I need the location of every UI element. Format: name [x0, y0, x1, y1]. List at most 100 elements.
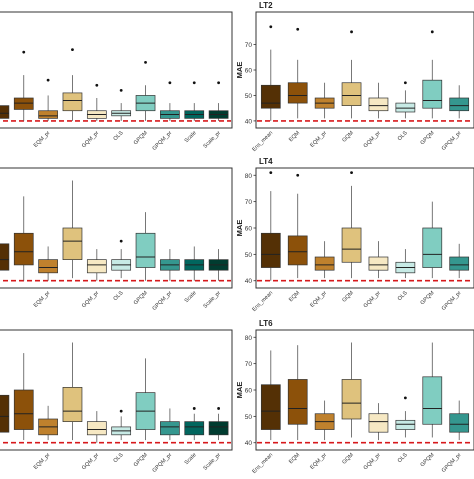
box-ens-mean: [0, 243, 10, 271]
box-scale-pr: [208, 407, 229, 441]
outlier-point: [168, 81, 172, 85]
y-tick-label: 70: [245, 199, 253, 206]
x-tick-label: Scale: [184, 130, 198, 144]
x-tick-label: EQM_pr: [309, 130, 328, 149]
y-axis-label: MAE: [235, 220, 244, 237]
box-body: [368, 97, 389, 112]
outlier-point: [192, 81, 196, 85]
box-body: [184, 421, 205, 436]
box-gqm-pr: [368, 82, 389, 119]
box-gpqm: [135, 358, 156, 441]
x-tick-label: EQM: [288, 130, 301, 143]
box-body: [341, 379, 362, 420]
y-tick-label: 40: [245, 278, 253, 285]
x-tick-label: Ens_mean: [251, 130, 274, 153]
x-tick-label: GPQM_pr: [441, 130, 463, 152]
box-eqm: [287, 173, 308, 279]
box-body: [13, 389, 34, 430]
x-tick-label: EQM_pr: [33, 290, 52, 309]
y-tick-label: 60: [245, 226, 253, 233]
box-ols: [111, 239, 132, 279]
x-tick-label: GPQM: [133, 290, 149, 306]
box-body: [287, 379, 308, 425]
box-scale: [184, 246, 205, 281]
x-tick-label: EQM_pr: [309, 452, 328, 471]
box-body: [0, 105, 10, 119]
y-tick-label: 80: [245, 335, 253, 342]
box-gpqm-pr: [160, 408, 180, 441]
y-tick-label: 50: [245, 252, 253, 259]
box-eqm: [13, 50, 34, 121]
x-tick-label: GQM_pr: [363, 290, 382, 309]
box-scale: [184, 81, 205, 121]
box-gpqm-pr: [160, 81, 180, 121]
x-tick-label: GQM_pr: [363, 130, 382, 149]
outlier-point: [144, 60, 147, 64]
box-body: [341, 227, 362, 263]
box-body: [449, 413, 470, 433]
x-tick-label: Scale_pr: [202, 130, 222, 150]
box-body: [0, 394, 10, 433]
y-tick-label: 50: [245, 93, 253, 100]
y-tick-label: 40: [245, 118, 253, 125]
box-eqm-pr: [38, 78, 58, 121]
y-tick-label: 80: [245, 173, 253, 180]
y-tick-label: 50: [245, 414, 253, 421]
x-tick-label: GPQM_pr: [441, 290, 463, 312]
box-gpqm-pr: [449, 243, 470, 279]
box-eqm-pr: [38, 246, 58, 281]
box-gpqm-pr: [449, 400, 470, 441]
x-tick-label: GPQM_pr: [152, 130, 174, 152]
x-tick-label: EQM: [288, 290, 301, 303]
outlier-point: [217, 81, 221, 85]
box-scale-pr: [208, 81, 229, 121]
box-body: [395, 102, 416, 113]
box-gqm: [341, 171, 362, 279]
outlier-point: [350, 171, 353, 175]
box-eqm-pr: [314, 82, 335, 119]
x-tick-label: GQM_pr: [81, 452, 100, 471]
box-eqm-pr: [314, 241, 335, 279]
outlier-point: [296, 173, 300, 177]
panel-6: LT6 MAE 40 50 60 70 80 Ens_mean EQM EQM_pr GQM GQM_…: [235, 319, 474, 475]
box-scale: [184, 407, 205, 441]
x-tick-label: GPQM: [420, 130, 436, 146]
box-ols: [111, 409, 132, 441]
x-tick-label: GPQM_pr: [441, 452, 463, 474]
y-tick-label: 70: [245, 42, 253, 49]
box-gpqm-pr: [449, 85, 470, 119]
box-gqm-pr: [368, 241, 389, 279]
outlier-point: [430, 30, 434, 34]
x-tick-label: GPQM: [133, 130, 149, 146]
x-tick-label: EQM_pr: [33, 130, 52, 149]
x-tick-label: OLS: [397, 130, 409, 142]
x-tick-label: GPQM_pr: [152, 452, 174, 474]
box-body: [13, 232, 34, 266]
x-tick-label: OLS: [113, 452, 125, 464]
outlier-point: [403, 396, 407, 400]
box-body: [62, 227, 83, 260]
box-gqm: [62, 180, 83, 279]
x-tick-label: Scale: [184, 452, 198, 466]
outlier-point: [119, 409, 123, 413]
box-body: [341, 82, 362, 106]
outlier-point: [269, 25, 273, 29]
box-body: [208, 421, 229, 436]
box-gpqm: [135, 60, 156, 121]
x-tick-label: GPQM_pr: [152, 290, 174, 312]
x-tick-label: GQM: [341, 452, 355, 466]
x-tick-label: Ens_mean: [251, 290, 274, 313]
panel-5: EQM_pr GQM_pr OLS GPQM GPQM_pr Scale Scale_pr: [0, 329, 233, 474]
box-scale-pr: [208, 249, 229, 281]
x-tick-label: GQM_pr: [81, 290, 100, 309]
outlier-point: [119, 88, 123, 92]
box-ens-mean: [260, 25, 281, 121]
box-body: [287, 82, 308, 104]
x-tick-label: Scale_pr: [202, 290, 222, 310]
box-gqm: [62, 342, 83, 441]
y-axis-label: MAE: [235, 382, 244, 399]
x-tick-label: GQM_pr: [81, 130, 100, 149]
x-tick-label: EQM_pr: [33, 452, 52, 471]
box-body: [368, 413, 389, 433]
